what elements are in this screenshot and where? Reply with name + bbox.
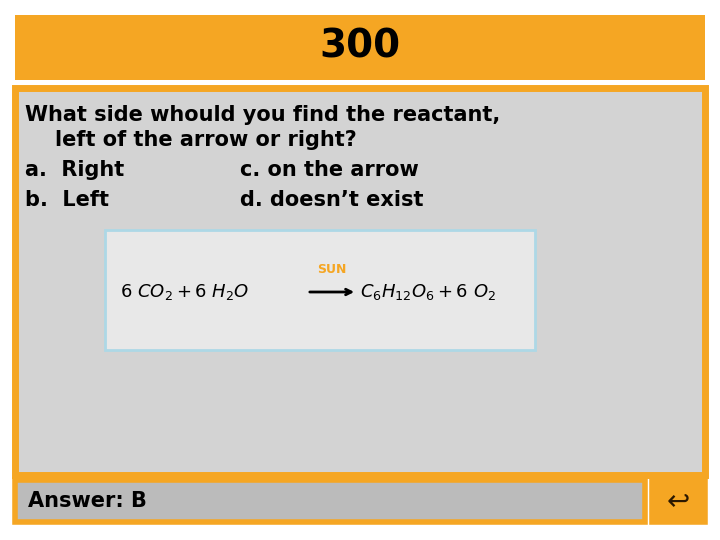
FancyBboxPatch shape (15, 88, 705, 475)
Text: $6\ CO_2 + 6\ H_2O$: $6\ CO_2 + 6\ H_2O$ (120, 282, 249, 302)
FancyBboxPatch shape (105, 230, 535, 350)
Text: d. doesn’t exist: d. doesn’t exist (240, 190, 423, 210)
FancyBboxPatch shape (15, 480, 645, 522)
Text: c. on the arrow: c. on the arrow (240, 160, 419, 180)
Text: Answer: B: Answer: B (28, 491, 147, 511)
FancyBboxPatch shape (652, 480, 705, 522)
Text: b.  Left: b. Left (25, 190, 109, 210)
Text: a.  Right: a. Right (25, 160, 125, 180)
FancyBboxPatch shape (15, 15, 705, 80)
Text: left of the arrow or right?: left of the arrow or right? (55, 130, 356, 150)
Text: ↩: ↩ (667, 487, 690, 515)
Text: SUN: SUN (318, 263, 347, 276)
Text: $C_6H_{12}O_6+ 6\ O_2$: $C_6H_{12}O_6+ 6\ O_2$ (360, 282, 496, 302)
Text: 300: 300 (320, 28, 400, 66)
Text: What side whould you find the reactant,: What side whould you find the reactant, (25, 105, 500, 125)
